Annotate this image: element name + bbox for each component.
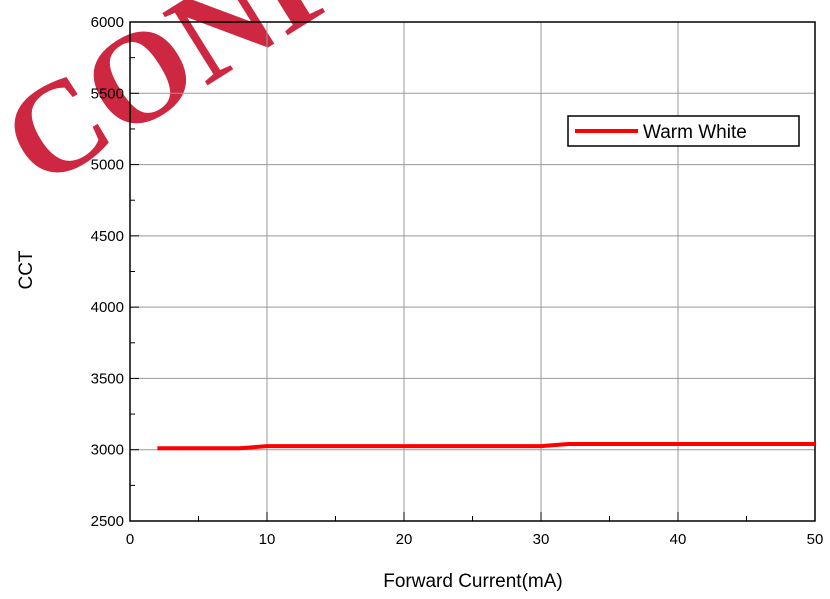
legend: Warm White — [567, 115, 800, 147]
y-tick-label: 4000 — [91, 299, 124, 316]
x-tick-label: 50 — [807, 531, 824, 548]
y-tick-label: 3000 — [91, 442, 124, 459]
y-tick-label: 3500 — [91, 370, 124, 387]
x-tick-label: 30 — [533, 531, 550, 548]
y-tick-label: 5500 — [91, 85, 124, 102]
y-tick-label: 2500 — [91, 513, 124, 530]
y-tick-label: 4500 — [91, 228, 124, 245]
x-tick-label: 20 — [396, 531, 413, 548]
x-axis-title: Forward Current(mA) — [383, 571, 562, 592]
axes: 0 10 20 30 40 50 2500 3000 3500 4000 4500 5000 5500 6… — [91, 14, 824, 548]
x-tick-label: 10 — [259, 531, 276, 548]
confidential-watermark: CONFIDE — [0, 0, 564, 215]
series-layer — [157, 442, 815, 451]
x-tick-label: 0 — [126, 531, 134, 548]
series-line-warm-white — [157, 442, 815, 451]
y-tick-label: 5000 — [91, 157, 124, 174]
y-tick-label: 6000 — [91, 14, 124, 31]
y-axis-title: CCT — [16, 250, 37, 289]
legend-label: Warm White — [643, 122, 747, 143]
x-tick-label: 40 — [670, 531, 687, 548]
watermark-text: CONFIDE — [0, 0, 564, 215]
